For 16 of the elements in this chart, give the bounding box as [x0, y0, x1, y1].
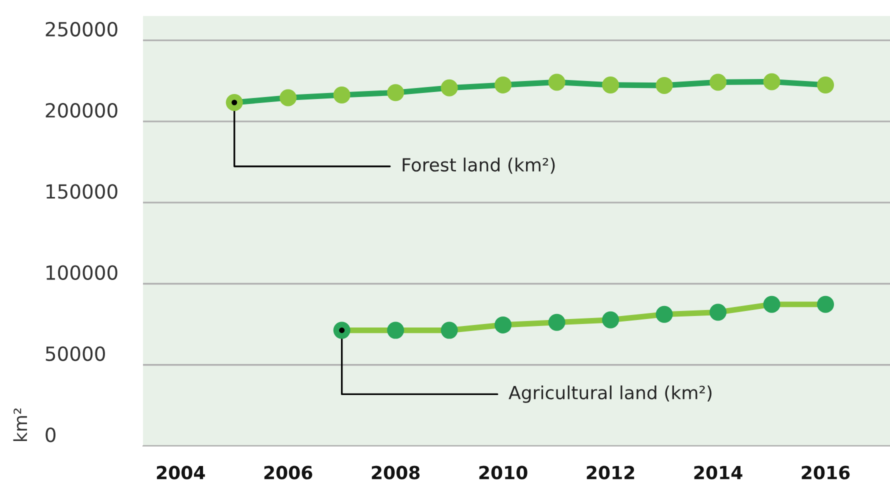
y-tick-label: 250000: [46, 22, 118, 37]
x-tick-label: 2010: [479, 466, 528, 480]
annotation: Forest land (km²): [402, 158, 555, 174]
x-tick-label: 2004: [156, 466, 205, 480]
y-tick-label: 50000: [46, 346, 105, 362]
x-tick-label: 2014: [694, 466, 742, 480]
x-tick-label: 2016: [802, 466, 850, 480]
x-tick-label: 2012: [586, 466, 634, 480]
y-tick-label: 150000: [46, 184, 118, 199]
y-axis-title: km²: [13, 408, 27, 441]
y-tick-label: 100000: [46, 265, 118, 280]
annotation: Agricultural land (km²): [508, 385, 712, 403]
x-tick-label: 2008: [372, 466, 420, 480]
y-tick-label: 0: [46, 428, 56, 442]
x-tick-label: 2006: [264, 466, 312, 480]
y-tick-label: 200000: [46, 102, 118, 118]
